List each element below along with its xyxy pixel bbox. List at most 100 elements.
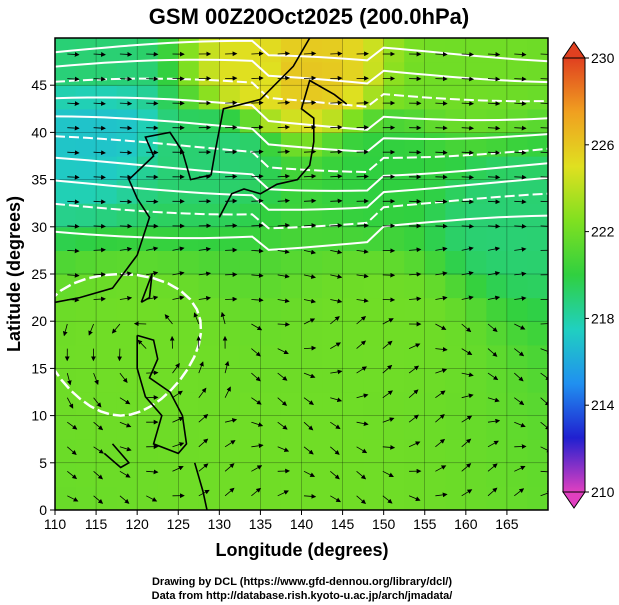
wind-arrow bbox=[382, 417, 395, 423]
field-cell bbox=[486, 415, 508, 440]
field-cell bbox=[527, 368, 548, 393]
wind-arrow bbox=[277, 173, 290, 179]
wind-arrow bbox=[356, 340, 367, 349]
field-cell bbox=[178, 415, 200, 440]
field-cell bbox=[219, 132, 241, 157]
field-cell bbox=[363, 321, 385, 346]
field-cell bbox=[424, 415, 446, 440]
wind-arrow bbox=[251, 348, 261, 357]
field-cell bbox=[178, 85, 200, 110]
field-cell bbox=[116, 250, 138, 275]
wind-arrow bbox=[303, 397, 314, 405]
y-tick-label: 10 bbox=[31, 408, 47, 424]
field-cell bbox=[301, 486, 323, 510]
field-cell bbox=[486, 61, 508, 86]
wind-arrow bbox=[330, 51, 343, 57]
field-cell bbox=[465, 250, 487, 275]
field-cell bbox=[260, 439, 282, 464]
field-cell bbox=[506, 439, 529, 464]
field-cell bbox=[527, 392, 548, 417]
wind-arrow bbox=[487, 125, 501, 131]
wind-arrow bbox=[514, 101, 527, 106]
y-tick-label: 20 bbox=[31, 313, 47, 329]
field-cell bbox=[322, 274, 344, 299]
wind-arrow bbox=[93, 52, 106, 57]
field-cell bbox=[280, 297, 303, 322]
field-cell bbox=[260, 344, 282, 369]
field-cell bbox=[239, 274, 262, 299]
field-cell bbox=[322, 368, 344, 393]
wind-arrow bbox=[303, 173, 317, 179]
field-cell bbox=[445, 486, 467, 510]
field-cell bbox=[445, 250, 467, 275]
wind-arrow bbox=[277, 446, 290, 452]
field-cell bbox=[486, 462, 508, 487]
wind-arrow bbox=[487, 397, 500, 403]
field-cell bbox=[363, 368, 385, 393]
wind-arrow bbox=[251, 174, 264, 179]
wind-arrow bbox=[514, 52, 527, 57]
field-cell bbox=[137, 250, 159, 275]
field-cell bbox=[55, 250, 77, 275]
wind-arrow bbox=[330, 298, 343, 304]
field-cell bbox=[363, 250, 385, 275]
field-cell bbox=[137, 344, 159, 369]
field-cell bbox=[527, 179, 548, 204]
wind-arrow bbox=[540, 372, 548, 381]
field-cell bbox=[506, 250, 529, 275]
field-cell bbox=[506, 297, 529, 322]
field-cell bbox=[322, 38, 344, 63]
wind-arrow bbox=[461, 150, 474, 155]
field-cell bbox=[260, 156, 282, 181]
field-cell bbox=[301, 368, 323, 393]
field-cell bbox=[219, 179, 241, 204]
wind-arrow bbox=[487, 101, 501, 106]
wind-arrow bbox=[514, 150, 527, 156]
field-cell bbox=[404, 297, 426, 322]
field-cell bbox=[219, 226, 241, 251]
wind-arrow bbox=[514, 247, 527, 252]
field-cell bbox=[157, 274, 179, 299]
field-cell bbox=[506, 179, 529, 204]
field-cell bbox=[137, 321, 159, 346]
field-cell bbox=[280, 439, 303, 464]
field-cell bbox=[260, 85, 282, 110]
field-cell bbox=[96, 321, 118, 346]
isoline bbox=[55, 77, 548, 108]
wind-arrow bbox=[435, 346, 448, 352]
wind-arrow bbox=[67, 174, 80, 180]
wind-arrow bbox=[382, 444, 396, 450]
wind-arrow bbox=[119, 174, 133, 180]
wind-streamlines bbox=[62, 51, 548, 505]
wind-arrow bbox=[119, 101, 133, 106]
wind-arrow bbox=[487, 372, 499, 381]
coastline-segment bbox=[103, 443, 131, 469]
wind-arrow bbox=[303, 345, 317, 351]
wind-arrow bbox=[330, 124, 343, 130]
wind-arrow bbox=[93, 101, 106, 106]
wind-arrow bbox=[487, 440, 499, 448]
wind-arrow bbox=[435, 51, 448, 57]
field-cell bbox=[96, 132, 118, 157]
wind-arrow bbox=[251, 443, 264, 449]
field-cell bbox=[96, 108, 118, 133]
wind-arrow bbox=[277, 397, 287, 406]
field-cell bbox=[301, 156, 323, 181]
field-cell bbox=[96, 203, 118, 228]
field-cell bbox=[75, 156, 97, 181]
field-cell bbox=[96, 156, 118, 181]
wind-arrow bbox=[277, 273, 290, 279]
colorbar-bar bbox=[562, 57, 586, 493]
wind-arrow bbox=[93, 174, 106, 180]
field-cell bbox=[506, 274, 529, 299]
field-cell bbox=[465, 344, 487, 369]
x-axis-label: Longitude (degrees) bbox=[215, 540, 388, 560]
field-cell bbox=[55, 61, 77, 86]
wind-arrow bbox=[67, 495, 79, 502]
field-cell bbox=[55, 156, 77, 181]
field-cell bbox=[527, 250, 548, 275]
wind-arrow bbox=[540, 490, 548, 497]
field-cell bbox=[75, 368, 97, 393]
field-cell bbox=[157, 368, 179, 393]
